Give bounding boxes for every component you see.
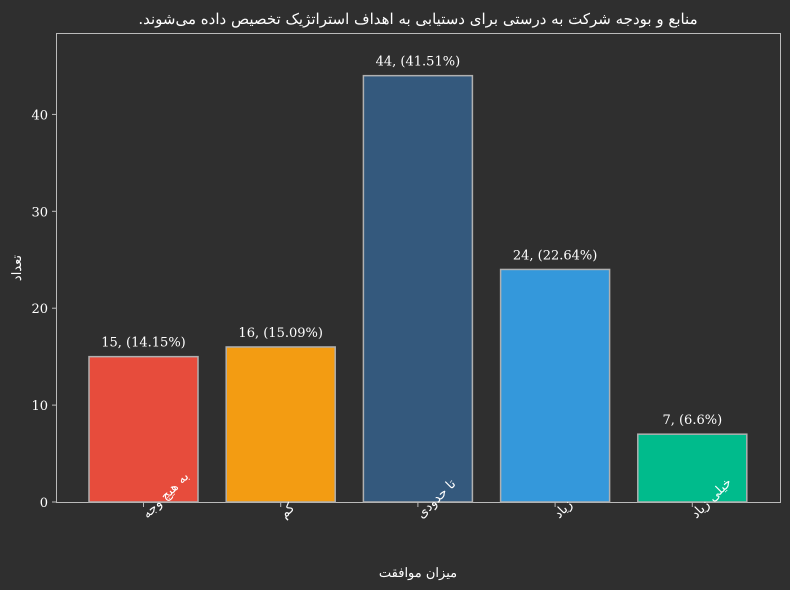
bar-data-label: 16, (15.09%) (238, 326, 323, 341)
bar-data-label: 24, (22.64%) (513, 248, 598, 263)
bar-data-label: 7, (6.6%) (662, 413, 722, 428)
y-tick-label: 40 (31, 108, 48, 123)
bar (362, 74, 474, 503)
bar (637, 433, 748, 503)
y-axis-label: تعداد (10, 255, 25, 281)
x-axis-label: میزان موافقت (379, 566, 457, 581)
y-tick-label: 10 (31, 399, 48, 414)
bar (499, 268, 611, 503)
bar (225, 346, 336, 503)
y-tick-label: 0 (40, 496, 48, 511)
x-tick-label: کم (277, 500, 299, 522)
bar (88, 355, 199, 503)
bar-data-label: 44, (41.51%) (376, 55, 461, 70)
y-tick-label: 20 (31, 302, 48, 317)
chart-title: منابع و بودجه شرکت به درستی برای دستیابی… (138, 10, 697, 28)
bar-data-label: 15, (14.15%) (101, 336, 186, 351)
y-tick-label: 30 (31, 205, 48, 220)
